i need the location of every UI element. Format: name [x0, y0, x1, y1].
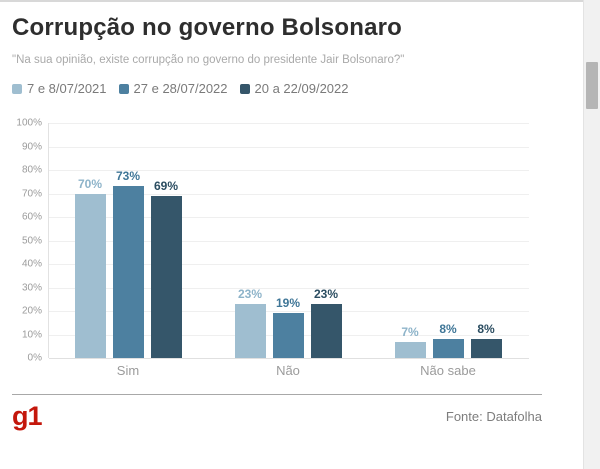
y-tick-label: 90% [21, 141, 42, 152]
legend-item-2: 20 a 22/09/2022 [239, 81, 349, 96]
bar-value-label: 70% [77, 176, 103, 191]
bar: 8% [470, 123, 502, 358]
y-tick-label: 100% [16, 117, 42, 129]
bar-value-label: 23% [313, 286, 339, 301]
gridline [49, 311, 529, 312]
bar: 23% [234, 123, 266, 358]
x-category-label: Sim [116, 363, 140, 378]
bar-rect [234, 303, 266, 358]
bar-value-label: 19% [275, 296, 301, 311]
y-tick-label: 0% [27, 352, 42, 364]
bar: 8% [432, 123, 464, 358]
g1-logo: g1 [12, 401, 42, 431]
bar-value-label: 23% [237, 286, 263, 301]
bar-chart: 0% 10% 20% 30% 40% 50% 60% 70% 80% 90% 100% 70% 73%… [16, 118, 529, 364]
legend-label: 27 e 28/07/2022 [133, 81, 228, 96]
y-tick-label: 50% [21, 235, 42, 246]
legend-label: 20 a 22/09/2022 [254, 81, 349, 96]
gridline [49, 170, 529, 171]
gridline [49, 287, 529, 289]
bar: 73% [112, 123, 144, 358]
y-tick-label: 30% [21, 282, 42, 293]
bar-group-não-sabe: 7% 8% 8% [368, 123, 528, 358]
bar-rect [394, 341, 426, 358]
gridline [49, 240, 529, 242]
bar: 23% [310, 123, 342, 358]
bar-rect [470, 339, 502, 358]
legend-label: 7 e 8/07/2021 [27, 81, 107, 96]
bar-group-sim: 70% 73% 69% [48, 123, 208, 358]
bar: 70% [74, 123, 106, 358]
bar-value-label: 69% [153, 178, 179, 193]
legend-swatch-icon [12, 83, 22, 94]
y-tick-label: 40% [21, 258, 42, 270]
bar-groups: 70% 73% 69% 23% 19% 23% 7% 8% 8% [48, 123, 528, 358]
infographic: Corrupção no governo Bolsonaro "Na sua o… [12, 2, 542, 431]
scrollbar-thumb[interactable] [586, 62, 598, 109]
bar-group-não: 23% 19% 23% [208, 123, 368, 358]
y-tick-label: 10% [21, 329, 42, 340]
y-tick-label: 70% [21, 188, 42, 199]
legend-swatch-icon [239, 83, 250, 94]
gridline [49, 217, 529, 218]
survey-question-subtitle: "Na sua opinião, existe corrupção no gov… [12, 54, 405, 66]
gridline [49, 146, 529, 148]
bar-value-label: 73% [115, 169, 141, 184]
gridline [49, 193, 529, 195]
gridline [49, 264, 529, 265]
page-title: Corrupção no governo Bolsonaro [12, 14, 403, 41]
bar-value-label: 8% [439, 322, 457, 337]
bar-rect [150, 195, 182, 358]
legend-swatch-icon [118, 83, 129, 94]
bar-rect [432, 339, 464, 358]
y-tick-label: 80% [21, 164, 42, 176]
y-tick-label: 60% [21, 211, 42, 223]
y-axis-labels: 0% 10% 20% 30% 40% 50% 60% 70% 80% 90% 100% [8, 118, 44, 364]
bar-rect [272, 313, 304, 358]
window-top-edge [0, 0, 600, 2]
source-credit: Fonte: Datafolha [445, 408, 542, 424]
bar-value-label: 7% [401, 324, 419, 339]
legend-item-0: 7 e 8/07/2021 [12, 81, 107, 96]
bar: 19% [272, 123, 304, 358]
gridline [49, 123, 529, 124]
gridline [49, 358, 529, 359]
x-category-label: Não [276, 363, 300, 378]
legend: 7 e 8/07/2021 27 e 28/07/2022 20 a 22/09/2… [12, 81, 542, 96]
bar: 69% [150, 123, 182, 358]
y-tick-label: 20% [21, 305, 42, 317]
bar-value-label: 8% [477, 322, 495, 337]
x-category-label: Não sabe [420, 363, 476, 378]
scrollbar-track[interactable] [583, 0, 600, 469]
footer: g1 Fonte: Datafolha [12, 394, 542, 431]
legend-item-1: 27 e 28/07/2022 [118, 81, 228, 96]
bar: 7% [394, 123, 426, 358]
x-axis-labels: Sim Não Não sabe [48, 358, 528, 378]
bar-rect [112, 186, 144, 358]
bar-rect [310, 303, 342, 358]
bar-rect [74, 193, 106, 358]
